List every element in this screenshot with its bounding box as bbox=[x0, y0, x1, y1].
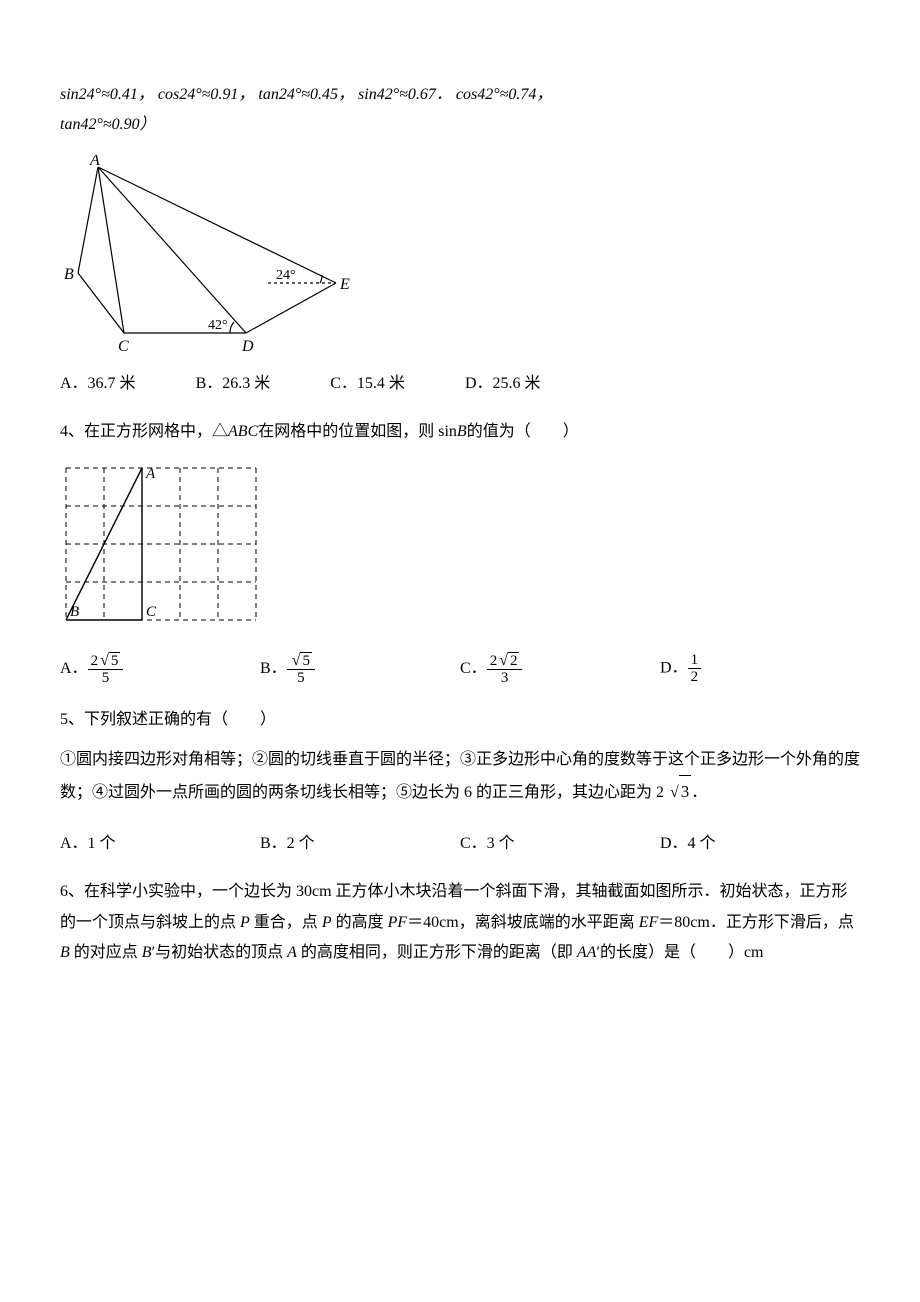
angle-24: 24° bbox=[276, 268, 296, 283]
q4-opt-c: C．223 bbox=[460, 652, 640, 687]
label-E: E bbox=[339, 276, 350, 293]
grid-label-C: C bbox=[146, 604, 157, 620]
q5-opt-c: C．3 个 bbox=[460, 829, 640, 859]
label-B: B bbox=[64, 266, 74, 283]
figure-triangle: A B C D E 24° 42° bbox=[60, 155, 860, 355]
triangle-svg: A B C D E 24° 42° bbox=[60, 155, 360, 355]
q4-options: A．255 B．55 C．223 D．12 bbox=[60, 652, 860, 687]
q4-opt-b: B．55 bbox=[260, 652, 440, 687]
q4-stem: 4、在正方形网格中，△ABC在网格中的位置如图，则 sinB的值为（ ） bbox=[60, 417, 860, 447]
q4-opt-a: A．255 bbox=[60, 652, 240, 687]
sqrt-3: 3 bbox=[668, 775, 691, 808]
tan24-val: tan24°≈0.45， bbox=[258, 86, 354, 103]
grid-svg: A B C bbox=[60, 462, 266, 638]
sin42-val: sin42°≈0.67． bbox=[358, 86, 452, 103]
figure-grid: A B C bbox=[60, 462, 860, 638]
grid-label-B: B bbox=[70, 604, 79, 620]
q6-stem: 6、在科学小实验中，一个边长为 30cm 正方体小木块沿着一个斜面下滑，其轴截面… bbox=[60, 877, 860, 968]
label-A: A bbox=[89, 155, 100, 169]
q5-opt-b: B．2 个 bbox=[260, 829, 440, 859]
cos24-val: cos24°≈0.91， bbox=[158, 86, 255, 103]
tan42-val: tan42°≈0.90） bbox=[60, 116, 156, 133]
q5-opt-a: A．1 个 bbox=[60, 829, 240, 859]
q5-options: A．1 个 B．2 个 C．3 个 D．4 个 bbox=[60, 829, 860, 859]
cos42-val: cos42°≈0.74， bbox=[456, 86, 553, 103]
q3-options: A．36.7 米 B．26.3 米 C．15.4 米 D．25.6 米 bbox=[60, 369, 860, 399]
label-D: D bbox=[241, 338, 254, 355]
angle-42: 42° bbox=[208, 318, 228, 333]
q4-opt-d: D．12 bbox=[660, 652, 840, 687]
q5-stem: 5、下列叙述正确的有（ ） bbox=[60, 705, 860, 735]
q3-opt-c: C．15.4 米 bbox=[330, 369, 405, 399]
grid-label-A: A bbox=[145, 466, 156, 482]
q3-opt-b: B．26.3 米 bbox=[196, 369, 271, 399]
trig-reference: sin24°≈0.41， cos24°≈0.91， tan24°≈0.45， s… bbox=[60, 80, 860, 141]
q3-opt-a: A．36.7 米 bbox=[60, 369, 136, 399]
q3-opt-d: D．25.6 米 bbox=[465, 369, 541, 399]
q5-body: ①圆内接四边形对角相等；②圆的切线垂直于圆的半径；③正多边形中心角的度数等于这个… bbox=[60, 745, 860, 809]
label-C: C bbox=[118, 338, 129, 355]
sin24-val: sin24°≈0.41， bbox=[60, 86, 154, 103]
q5-opt-d: D．4 个 bbox=[660, 829, 840, 859]
